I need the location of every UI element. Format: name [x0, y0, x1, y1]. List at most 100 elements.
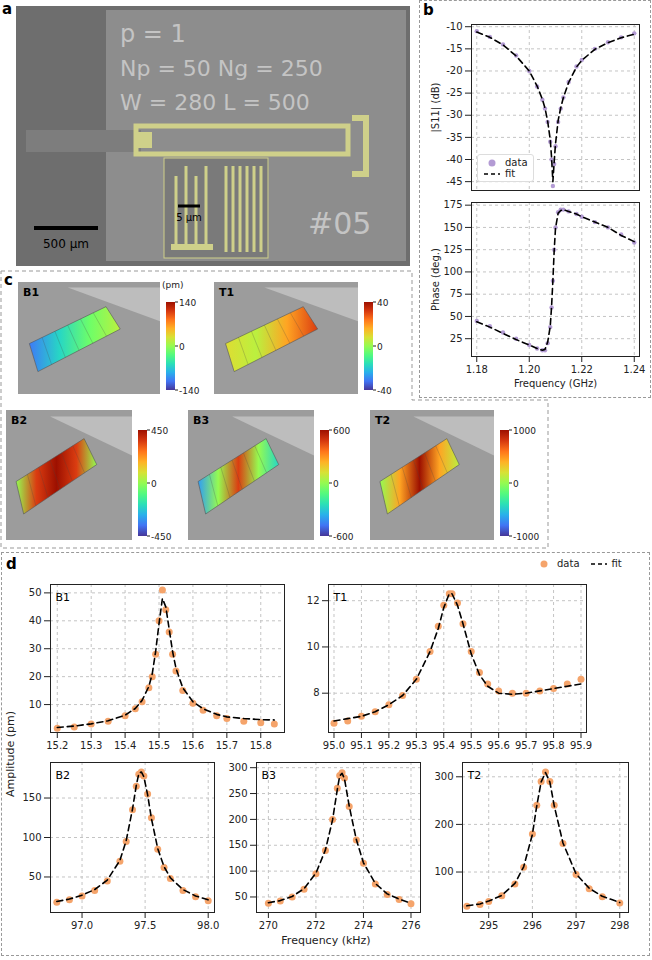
- svg-text:30: 30: [29, 643, 42, 654]
- svg-text:-25: -25: [446, 87, 462, 98]
- svg-text:272: 272: [306, 920, 325, 931]
- svg-text:T2: T2: [467, 769, 482, 782]
- svg-text:|S11| (dB): |S11| (dB): [430, 82, 442, 132]
- svg-text:50: 50: [235, 891, 248, 902]
- svg-text:250: 250: [228, 788, 247, 799]
- svg-text:600: 600: [333, 426, 350, 436]
- svg-text:97.0: 97.0: [71, 920, 93, 931]
- svg-text:295: 295: [479, 920, 498, 931]
- svg-text:T2: T2: [375, 414, 390, 427]
- svg-text:0: 0: [513, 479, 519, 489]
- svg-text:95.6: 95.6: [488, 740, 510, 751]
- svg-text:20: 20: [29, 671, 42, 682]
- svg-text:40: 40: [377, 298, 389, 308]
- svg-text:B1: B1: [56, 591, 71, 604]
- svg-text:-30: -30: [446, 109, 462, 120]
- svg-text:-40: -40: [377, 386, 392, 396]
- svg-text:175: 175: [443, 199, 462, 210]
- svg-text:B2: B2: [11, 414, 27, 427]
- svg-text:15.8: 15.8: [250, 740, 272, 751]
- svg-text:298: 298: [610, 920, 629, 931]
- svg-text:270: 270: [259, 920, 278, 931]
- svg-text:500 µm: 500 µm: [43, 237, 89, 251]
- svg-text:0: 0: [333, 479, 339, 489]
- svg-text:95.0: 95.0: [323, 740, 345, 751]
- svg-text:276: 276: [401, 920, 420, 931]
- svg-text:-35: -35: [446, 132, 462, 143]
- svg-text:Amplitude (pm): Amplitude (pm): [4, 711, 17, 797]
- svg-text:95.7: 95.7: [515, 740, 537, 751]
- svg-text:450: 450: [151, 426, 168, 436]
- svg-text:95.3: 95.3: [405, 740, 427, 751]
- svg-text:95.1: 95.1: [350, 740, 372, 751]
- svg-text:15.5: 15.5: [148, 740, 170, 751]
- svg-text:15.3: 15.3: [80, 740, 102, 751]
- svg-text:5 µm: 5 µm: [176, 212, 202, 223]
- svg-text:200: 200: [228, 814, 247, 825]
- svg-text:1.24: 1.24: [623, 364, 645, 375]
- svg-text:1000: 1000: [513, 426, 536, 436]
- svg-text:B3: B3: [193, 414, 209, 427]
- svg-text:98.0: 98.0: [197, 920, 219, 931]
- svg-text:-20: -20: [446, 65, 462, 76]
- svg-text:Frequency (GHz): Frequency (GHz): [514, 378, 597, 389]
- svg-text:-10: -10: [446, 21, 462, 32]
- svg-text:50: 50: [29, 587, 42, 598]
- svg-text:25: 25: [450, 333, 463, 344]
- svg-text:B2: B2: [56, 769, 71, 782]
- svg-text:10: 10: [307, 641, 320, 652]
- svg-text:95.5: 95.5: [460, 740, 482, 751]
- svg-text:1.18: 1.18: [466, 364, 488, 375]
- svg-text:100: 100: [434, 866, 453, 877]
- svg-text:-1000: -1000: [513, 532, 539, 542]
- svg-text:0: 0: [179, 342, 185, 352]
- svg-text:#05: #05: [308, 206, 371, 241]
- svg-text:15.2: 15.2: [46, 740, 68, 751]
- svg-text:15.4: 15.4: [114, 740, 136, 751]
- svg-text:200: 200: [434, 819, 453, 830]
- svg-text:15.6: 15.6: [182, 740, 204, 751]
- svg-text:300: 300: [228, 762, 247, 773]
- svg-text:p = 1: p = 1: [120, 20, 186, 48]
- svg-text:8: 8: [313, 687, 319, 698]
- svg-text:150: 150: [228, 839, 247, 850]
- svg-text:40: 40: [29, 615, 42, 626]
- svg-text:B3: B3: [262, 769, 277, 782]
- svg-text:95.9: 95.9: [570, 740, 592, 751]
- svg-text:-450: -450: [151, 532, 172, 542]
- svg-text:97.5: 97.5: [134, 920, 156, 931]
- svg-text:T1: T1: [333, 591, 348, 604]
- svg-text:75: 75: [450, 288, 463, 299]
- svg-text:-600: -600: [333, 532, 354, 542]
- svg-text:-140: -140: [179, 386, 200, 396]
- svg-text:T1: T1: [219, 286, 234, 299]
- svg-text:150: 150: [22, 792, 41, 803]
- svg-text:1.20: 1.20: [518, 364, 540, 375]
- svg-text:140: 140: [179, 298, 196, 308]
- svg-text:0: 0: [377, 342, 383, 352]
- svg-text:150: 150: [443, 222, 462, 233]
- svg-text:95.2: 95.2: [378, 740, 400, 751]
- svg-text:300: 300: [434, 771, 453, 782]
- svg-text:125: 125: [443, 244, 462, 255]
- svg-text:274: 274: [354, 920, 373, 931]
- svg-text:Np = 50 Ng = 250: Np = 50 Ng = 250: [120, 56, 323, 81]
- svg-text:-45: -45: [446, 176, 462, 187]
- svg-text:95.4: 95.4: [433, 740, 455, 751]
- svg-text:100: 100: [443, 266, 462, 277]
- svg-text:95.8: 95.8: [542, 740, 564, 751]
- svg-text:15.7: 15.7: [216, 740, 238, 751]
- svg-text:297: 297: [567, 920, 586, 931]
- svg-text:1.22: 1.22: [571, 364, 593, 375]
- svg-text:50: 50: [450, 311, 463, 322]
- svg-text:-15: -15: [446, 43, 462, 54]
- svg-text:B1: B1: [23, 286, 39, 299]
- svg-text:0: 0: [151, 479, 157, 489]
- svg-text:100: 100: [22, 832, 41, 843]
- svg-text:296: 296: [523, 920, 542, 931]
- svg-text:(pm): (pm): [162, 280, 184, 290]
- svg-text:-40: -40: [446, 154, 462, 165]
- svg-text:W = 280 L = 500: W = 280 L = 500: [120, 90, 310, 115]
- svg-text:12: 12: [307, 595, 320, 606]
- svg-text:Phase (deg.): Phase (deg.): [430, 248, 441, 311]
